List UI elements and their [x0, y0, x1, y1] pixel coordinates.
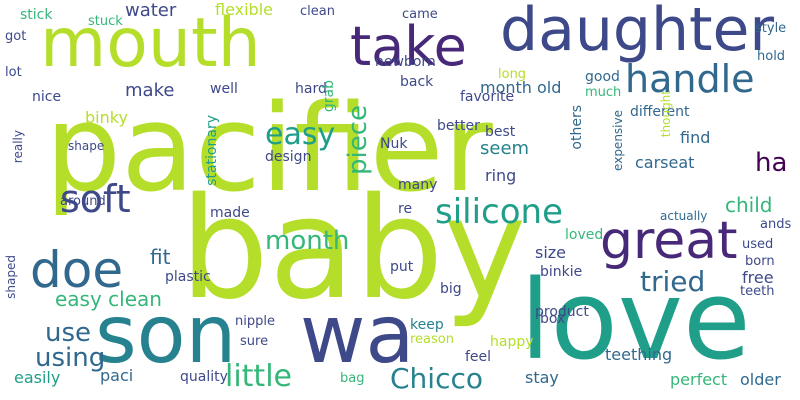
cloud-word-love: love	[520, 256, 751, 384]
cloud-word-easy: easy	[265, 117, 336, 152]
cloud-word-feel: feel	[465, 349, 492, 365]
cloud-word-chicco: Chicco	[390, 362, 483, 395]
cloud-word-shape: shape	[68, 139, 105, 153]
cloud-word-fit: fit	[150, 245, 171, 269]
cloud-word-grab: grab	[321, 80, 337, 113]
cloud-word-really: really	[11, 130, 25, 164]
cloud-word-daughter: daughter	[500, 0, 775, 65]
cloud-word-doe: doe	[30, 241, 124, 299]
cloud-word-style: style	[755, 21, 787, 36]
cloud-word-free: free	[742, 268, 774, 287]
cloud-word-others: others	[569, 105, 585, 150]
cloud-word-stay: stay	[525, 368, 559, 387]
cloud-word-paci: paci	[100, 366, 134, 385]
cloud-word-silicone: silicone	[435, 192, 564, 232]
cloud-word-month: month	[265, 226, 350, 256]
cloud-word-newborn: newborn	[375, 54, 436, 70]
cloud-word-take: take	[350, 15, 467, 78]
cloud-word-clean: clean	[300, 4, 335, 19]
cloud-word-much: much	[585, 85, 622, 100]
cloud-word-seem: seem	[480, 138, 530, 159]
cloud-word-soft: soft	[60, 177, 131, 221]
cloud-word-reason: reason	[410, 332, 454, 347]
cloud-word-around: around	[60, 194, 106, 209]
cloud-word-expensive: expensive	[611, 110, 625, 171]
cloud-word-loved: loved	[565, 227, 604, 243]
cloud-word-size: size	[535, 243, 567, 262]
cloud-word-actually: actually	[660, 209, 708, 223]
cloud-word-good: good	[585, 69, 620, 85]
cloud-word-shaped: shaped	[4, 255, 18, 299]
cloud-word-binkie: binkie	[540, 264, 583, 280]
cloud-word-bag: bag	[340, 371, 365, 386]
cloud-word-back: back	[400, 74, 434, 90]
cloud-word-keep: keep	[410, 317, 444, 333]
cloud-word-lot: lot	[5, 65, 22, 80]
cloud-word-handle: handle	[625, 57, 755, 101]
cloud-word-binky: binky	[85, 108, 128, 127]
cloud-word-tried: tried	[640, 265, 706, 298]
cloud-word-older: older	[740, 370, 781, 389]
cloud-word-best: best	[485, 124, 516, 140]
cloud-word-wa: wa	[300, 288, 415, 381]
cloud-word-well: well	[210, 81, 238, 97]
cloud-word-stuck: stuck	[88, 14, 123, 29]
cloud-word-using: using	[35, 343, 106, 373]
cloud-word-ha: ha	[755, 148, 788, 178]
cloud-word-ring: ring	[485, 166, 517, 185]
cloud-word-month-old: month old	[480, 78, 562, 97]
cloud-word-many: many	[398, 177, 438, 193]
cloud-word-find: find	[680, 128, 711, 147]
cloud-word-carseat: carseat	[635, 153, 695, 172]
cloud-word-teeth: teeth	[740, 284, 775, 299]
cloud-word-hold: hold	[757, 49, 786, 64]
cloud-word-product: product	[535, 304, 589, 320]
cloud-word-make: make	[125, 80, 175, 101]
cloud-word-plastic: plastic	[165, 269, 211, 285]
cloud-word-perfect: perfect	[670, 370, 728, 389]
cloud-word-quality: quality	[180, 369, 228, 385]
cloud-word-mouth: mouth	[40, 4, 261, 83]
cloud-word-pacifier: pacifier	[45, 80, 493, 219]
cloud-word-baby: baby	[180, 168, 527, 331]
cloud-word-nuk: Nuk	[380, 136, 408, 152]
cloud-word-favorite: favorite	[460, 89, 515, 105]
cloud-word-design: design	[265, 149, 312, 165]
cloud-word-easy-clean: easy clean	[55, 287, 162, 311]
cloud-word-stick: stick	[20, 7, 53, 23]
cloud-word-easily: easily	[14, 368, 61, 387]
cloud-word-great: great	[600, 211, 738, 271]
cloud-word-put: put	[390, 259, 414, 275]
cloud-word-happy: happy	[490, 334, 534, 350]
cloud-word-ands: ands	[760, 217, 792, 232]
cloud-word-water: water	[125, 0, 177, 21]
cloud-word-re: re	[398, 201, 413, 217]
cloud-word-nipple: nipple	[235, 314, 275, 329]
cloud-word-came: came	[402, 7, 438, 22]
cloud-word-different: different	[630, 104, 690, 120]
cloud-word-sure: sure	[240, 334, 269, 349]
cloud-word-son: son	[95, 288, 237, 381]
cloud-word-made: made	[210, 205, 250, 221]
cloud-word-long: long	[498, 67, 527, 82]
cloud-word-stationary: stationary	[204, 115, 220, 186]
cloud-word-better: better	[437, 118, 480, 134]
cloud-word-piece: piece	[343, 105, 373, 176]
cloud-word-child: child	[725, 193, 773, 217]
cloud-word-got: got	[5, 29, 27, 44]
cloud-word-nice: nice	[32, 89, 62, 105]
cloud-word-used: used	[742, 237, 774, 252]
cloud-word-born: born	[745, 254, 775, 269]
cloud-word-use: use	[45, 318, 92, 348]
cloud-word-hard: hard	[295, 81, 327, 97]
cloud-word-thought: thought	[659, 90, 673, 138]
cloud-word-teething: teething	[605, 345, 673, 364]
cloud-word-box: box	[540, 311, 566, 327]
cloud-word-big: big	[440, 281, 462, 297]
cloud-word-little: little	[225, 359, 292, 394]
cloud-word-flexible: flexible	[215, 0, 273, 19]
